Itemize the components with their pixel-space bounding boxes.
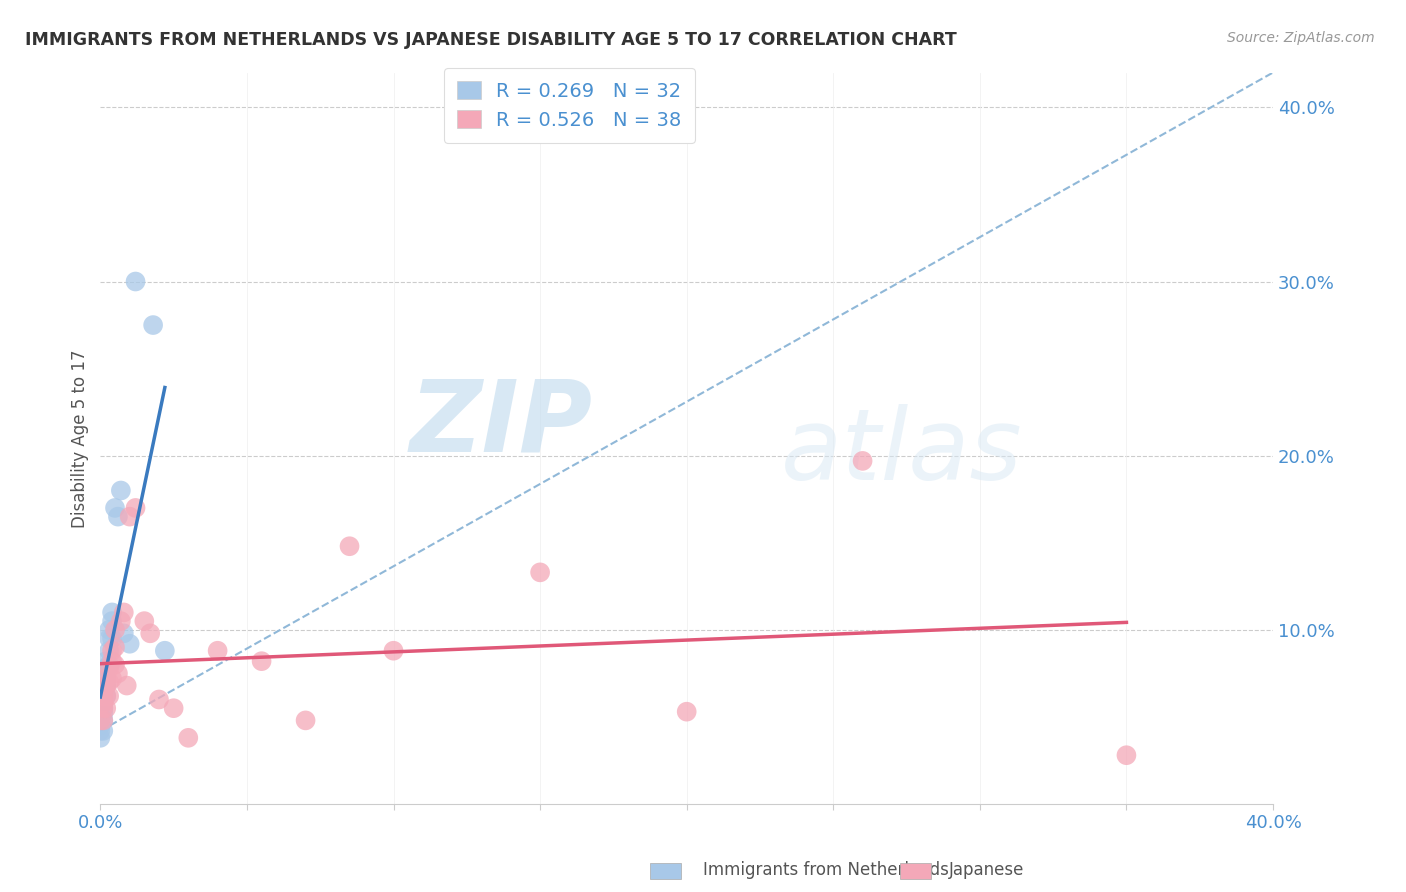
Point xyxy=(96,654,118,668)
Text: ZIP: ZIP xyxy=(411,376,593,472)
Point xyxy=(107,666,129,681)
Point xyxy=(98,632,121,646)
Point xyxy=(101,632,124,646)
Point xyxy=(163,701,186,715)
Point xyxy=(529,566,551,580)
Point xyxy=(89,731,111,745)
Point xyxy=(91,689,114,703)
Point xyxy=(98,623,121,637)
Point xyxy=(98,689,121,703)
Point xyxy=(101,606,124,620)
Point xyxy=(104,657,127,672)
Point xyxy=(98,644,121,658)
Point xyxy=(91,701,114,715)
Point xyxy=(294,714,316,728)
Point xyxy=(250,654,273,668)
Point xyxy=(139,626,162,640)
Text: IMMIGRANTS FROM NETHERLANDS VS JAPANESE DISABILITY AGE 5 TO 17 CORRELATION CHART: IMMIGRANTS FROM NETHERLANDS VS JAPANESE … xyxy=(25,31,957,49)
Point xyxy=(96,679,118,693)
Point xyxy=(107,509,129,524)
Point xyxy=(89,723,111,738)
Point xyxy=(118,637,141,651)
Point xyxy=(96,672,118,686)
Point xyxy=(112,626,135,640)
Point xyxy=(91,714,114,728)
Point xyxy=(96,661,118,675)
Point xyxy=(91,696,114,710)
Point xyxy=(91,701,114,715)
Point xyxy=(96,701,118,715)
Point xyxy=(91,706,114,721)
Point xyxy=(96,689,118,703)
Point xyxy=(96,679,118,693)
Point xyxy=(98,675,121,690)
Point xyxy=(110,483,132,498)
Point xyxy=(98,661,121,675)
Point xyxy=(89,714,111,728)
Point xyxy=(110,614,132,628)
Point xyxy=(852,454,875,468)
Point xyxy=(148,692,170,706)
Point xyxy=(115,679,138,693)
Point xyxy=(675,705,697,719)
Legend: R = 0.269   N = 32, R = 0.526   N = 38: R = 0.269 N = 32, R = 0.526 N = 38 xyxy=(444,68,695,144)
Point xyxy=(91,696,114,710)
Point xyxy=(124,275,146,289)
Y-axis label: Disability Age 5 to 17: Disability Age 5 to 17 xyxy=(72,349,89,527)
Point xyxy=(89,714,111,728)
Point xyxy=(104,500,127,515)
Text: Immigrants from Netherlands: Immigrants from Netherlands xyxy=(703,861,949,879)
Text: Japanese: Japanese xyxy=(949,861,1025,879)
Point xyxy=(96,672,118,686)
Text: Source: ZipAtlas.com: Source: ZipAtlas.com xyxy=(1227,31,1375,45)
Point xyxy=(91,714,114,728)
Point xyxy=(91,689,114,703)
Point xyxy=(104,623,127,637)
Point xyxy=(104,640,127,655)
Point xyxy=(207,644,229,658)
Point xyxy=(124,500,146,515)
Point xyxy=(101,654,124,668)
Point xyxy=(1115,748,1137,763)
Point xyxy=(98,657,121,672)
Point xyxy=(142,318,165,332)
Point xyxy=(118,509,141,524)
Point xyxy=(177,731,200,745)
Point xyxy=(153,644,176,658)
Point xyxy=(101,614,124,628)
Point xyxy=(91,723,114,738)
Point xyxy=(101,644,124,658)
Point xyxy=(101,672,124,686)
Point xyxy=(112,606,135,620)
Text: atlas: atlas xyxy=(780,404,1022,501)
Point xyxy=(134,614,156,628)
Point xyxy=(89,718,111,732)
Point xyxy=(89,710,111,724)
Point xyxy=(91,683,114,698)
Point xyxy=(96,689,118,703)
Point xyxy=(382,644,405,658)
Point xyxy=(339,539,361,553)
